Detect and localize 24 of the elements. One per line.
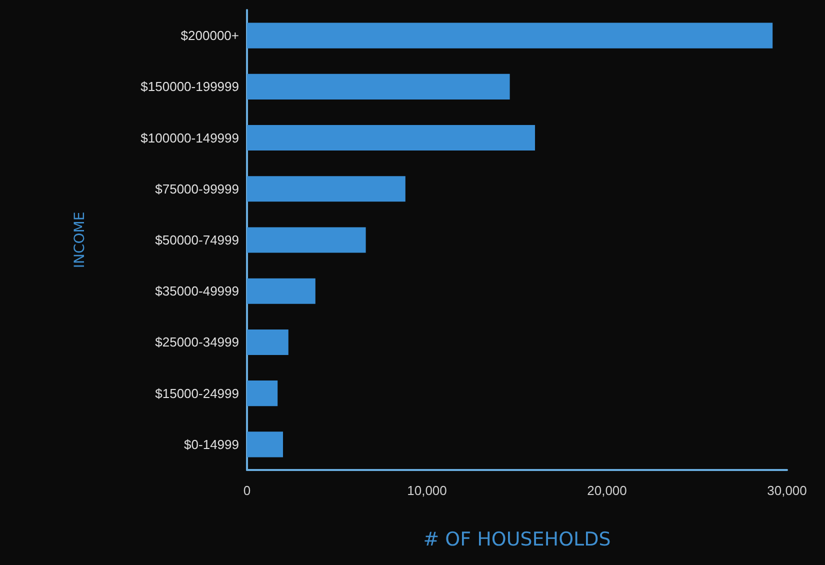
- y-tick-label: $200000+: [180, 28, 239, 44]
- x-tick-label: 10,000: [407, 483, 447, 498]
- x-tick-label: 30,000: [767, 483, 807, 498]
- y-tick-label: $0-14999: [184, 436, 239, 452]
- bar: [247, 432, 283, 458]
- bar: [247, 22, 773, 48]
- bar: [247, 176, 406, 202]
- y-tick-label: $35000-49999: [155, 284, 239, 299]
- bar: [247, 329, 288, 355]
- bar: [247, 74, 510, 100]
- y-tick-label: $75000-99999: [155, 181, 239, 196]
- bar: [247, 125, 535, 151]
- bar: [247, 278, 316, 304]
- x-axis-title: # OF HOUSEHOLDS: [423, 528, 611, 550]
- y-tick-label: $100000-149999: [140, 130, 239, 146]
- y-axis-title: INCOME: [72, 212, 88, 268]
- y-tick-label: $15000-24999: [155, 386, 239, 401]
- y-tick-label: $25000-34999: [155, 334, 239, 350]
- y-tick-label: $50000-74999: [155, 232, 239, 248]
- x-tick-label: 20,000: [587, 483, 627, 498]
- bar: [247, 227, 366, 253]
- x-tick-label: 0: [243, 483, 251, 498]
- bar: [247, 380, 278, 406]
- y-tick-label: $150000-199999: [140, 79, 239, 94]
